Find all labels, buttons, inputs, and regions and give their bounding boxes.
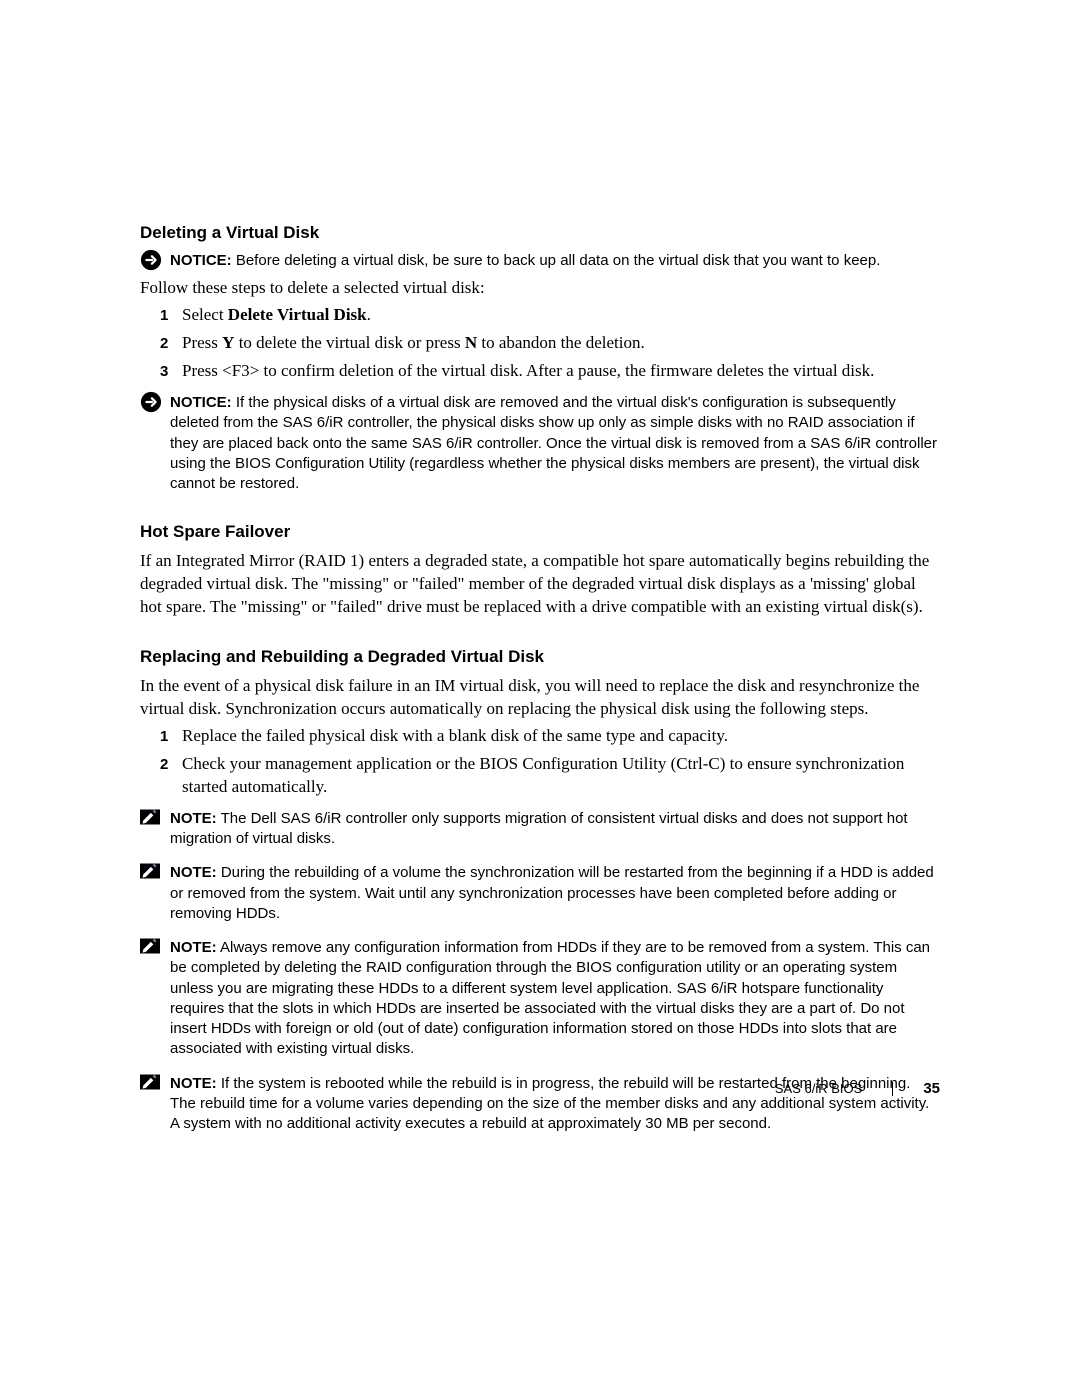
note-label: NOTE: xyxy=(170,1075,217,1092)
steps-list: 1 Select Delete Virtual Disk. 2 Press Y … xyxy=(140,304,940,383)
notice-label: NOTICE: xyxy=(170,252,232,269)
steps-list: 1 Replace the failed physical disk with … xyxy=(140,725,940,799)
notice-arrow-icon xyxy=(140,249,162,271)
list-item: 2 Press Y to delete the virtual disk or … xyxy=(160,332,940,355)
note-block: NOTE: During the rebuilding of a volume … xyxy=(140,863,940,924)
footer-title: SAS 6/iR BIOS xyxy=(775,1081,862,1096)
note-label: NOTE: xyxy=(170,810,217,827)
notice-body: If the physical disks of a virtual disk … xyxy=(170,394,937,492)
step-text: Check your management application or the… xyxy=(182,753,940,799)
note-block: NOTE: The Dell SAS 6/iR controller only … xyxy=(140,809,940,850)
note-text: NOTE: Always remove any configuration in… xyxy=(170,938,940,1060)
list-item: 1 Replace the failed physical disk with … xyxy=(160,725,940,748)
note-body: During the rebuilding of a volume the sy… xyxy=(170,864,934,922)
document-page: Deleting a Virtual Disk NOTICE: Before d… xyxy=(0,0,1080,1134)
body-paragraph: In the event of a physical disk failure … xyxy=(140,675,940,721)
note-pencil-icon xyxy=(140,938,160,954)
note-pencil-icon xyxy=(140,863,160,879)
note-pencil-icon xyxy=(140,1074,160,1090)
step-text: Press <F3> to confirm deletion of the vi… xyxy=(182,360,874,383)
body-paragraph: If an Integrated Mirror (RAID 1) enters … xyxy=(140,550,940,619)
step-text: Replace the failed physical disk with a … xyxy=(182,725,728,748)
note-text: NOTE: The Dell SAS 6/iR controller only … xyxy=(170,809,940,850)
notice-text: NOTICE: Before deleting a virtual disk, … xyxy=(170,251,880,271)
notice-block: NOTICE: If the physical disks of a virtu… xyxy=(140,393,940,494)
footer-divider xyxy=(892,1082,893,1096)
note-pencil-icon xyxy=(140,809,160,825)
list-item: 1 Select Delete Virtual Disk. xyxy=(160,304,940,327)
notice-label: NOTICE: xyxy=(170,394,232,411)
note-text: NOTE: During the rebuilding of a volume … xyxy=(170,863,940,924)
notice-text: NOTICE: If the physical disks of a virtu… xyxy=(170,393,940,494)
notice-arrow-icon xyxy=(140,391,162,413)
step-number: 3 xyxy=(160,363,182,380)
section-heading-hotspare: Hot Spare Failover xyxy=(140,522,940,542)
section-heading-deleting: Deleting a Virtual Disk xyxy=(140,223,940,243)
step-number: 1 xyxy=(160,728,182,745)
step-number: 2 xyxy=(160,335,182,352)
list-item: 3 Press <F3> to confirm deletion of the … xyxy=(160,360,940,383)
page-footer: SAS 6/iR BIOS 35 xyxy=(775,1080,940,1097)
note-label: NOTE: xyxy=(170,939,217,956)
note-body: The Dell SAS 6/iR controller only suppor… xyxy=(170,810,908,847)
body-paragraph: Follow these steps to delete a selected … xyxy=(140,277,940,300)
step-text: Select Delete Virtual Disk. xyxy=(182,304,371,327)
notice-body: Before deleting a virtual disk, be sure … xyxy=(232,252,881,269)
notice-block: NOTICE: Before deleting a virtual disk, … xyxy=(140,251,940,271)
step-number: 2 xyxy=(160,756,182,773)
section-heading-replacing: Replacing and Rebuilding a Degraded Virt… xyxy=(140,647,940,667)
step-text: Press Y to delete the virtual disk or pr… xyxy=(182,332,645,355)
note-block: NOTE: Always remove any configuration in… xyxy=(140,938,940,1060)
step-number: 1 xyxy=(160,307,182,324)
footer-page-number: 35 xyxy=(923,1080,940,1097)
list-item: 2 Check your management application or t… xyxy=(160,753,940,799)
note-body: Always remove any configuration informat… xyxy=(170,939,930,1057)
note-label: NOTE: xyxy=(170,864,217,881)
